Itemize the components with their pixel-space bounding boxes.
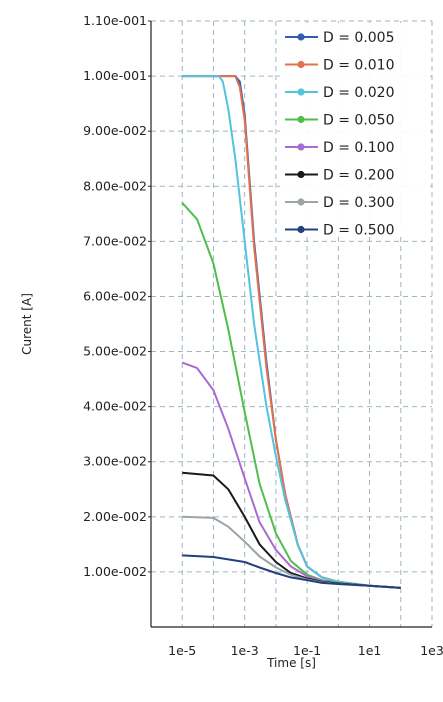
- legend-swatch-marker: [297, 115, 305, 124]
- y-tick-label: 2.00e-002: [83, 509, 147, 524]
- y-tick-label: 5.00e-002: [83, 344, 147, 359]
- legend-swatch-marker: [297, 225, 305, 234]
- legend-swatch-marker: [297, 170, 305, 179]
- series-lines: [181, 75, 401, 589]
- x-tick-label: 1e1: [358, 643, 382, 658]
- x-axis-label: Time [s]: [266, 656, 316, 670]
- y-axis-label: Curent [A]: [20, 293, 34, 355]
- legend-label: D = 0.100: [323, 140, 395, 156]
- legend-swatch-marker: [297, 60, 305, 69]
- y-tick-label: 3.00e-002: [83, 454, 147, 469]
- y-tick-label: 6.00e-002: [83, 288, 147, 303]
- legend-label: D = 0.005: [323, 30, 395, 46]
- legend-swatch-marker: [297, 143, 305, 151]
- y-tick-label: 1.00e-001: [83, 68, 147, 83]
- x-tick-label: 1e3: [420, 643, 443, 658]
- y-tick-labels: 1.00e-002 2.00e-002 3.00e-002 4.00e-002 5.00…: [83, 13, 151, 579]
- plot-axes: [150, 21, 432, 628]
- y-tick-label: 1.00e-002: [83, 564, 147, 579]
- legend-swatch-marker: [297, 198, 305, 206]
- legend-label: D = 0.050: [323, 113, 395, 129]
- series-line-8: [182, 554, 401, 589]
- legend-label: D = 0.010: [323, 58, 395, 74]
- y-tick-label: 1.10e-001: [83, 13, 147, 28]
- x-tick-label: 1e-1: [293, 643, 321, 658]
- y-tick-label: 8.00e-002: [83, 178, 147, 193]
- x-tick-label: 1e-5: [168, 643, 196, 658]
- legend-swatch-marker: [297, 88, 305, 96]
- legend-label: D = 0.300: [323, 195, 395, 211]
- y-tick-label: 4.00e-002: [83, 399, 147, 414]
- series-line-5: [181, 361, 401, 589]
- legend-label: D = 0.020: [323, 85, 395, 101]
- series-line-6: [182, 471, 401, 589]
- y-tick-label: 9.00e-002: [83, 123, 147, 138]
- legend-label: D = 0.200: [323, 168, 395, 184]
- legend: D = 0.005 D = 0.010 D = 0.020 D = 0.050 D = …: [280, 23, 430, 239]
- y-tick-label: 7.00e-002: [83, 233, 147, 248]
- legend-swatch-marker: [297, 33, 305, 41]
- legend-label: D = 0.500: [323, 223, 395, 239]
- x-tick-labels: 1e-5 1e-3 1e-1 1e1 1e3: [168, 643, 443, 658]
- series-line-3: [182, 75, 401, 589]
- x-tick-label: 1e-3: [231, 643, 259, 658]
